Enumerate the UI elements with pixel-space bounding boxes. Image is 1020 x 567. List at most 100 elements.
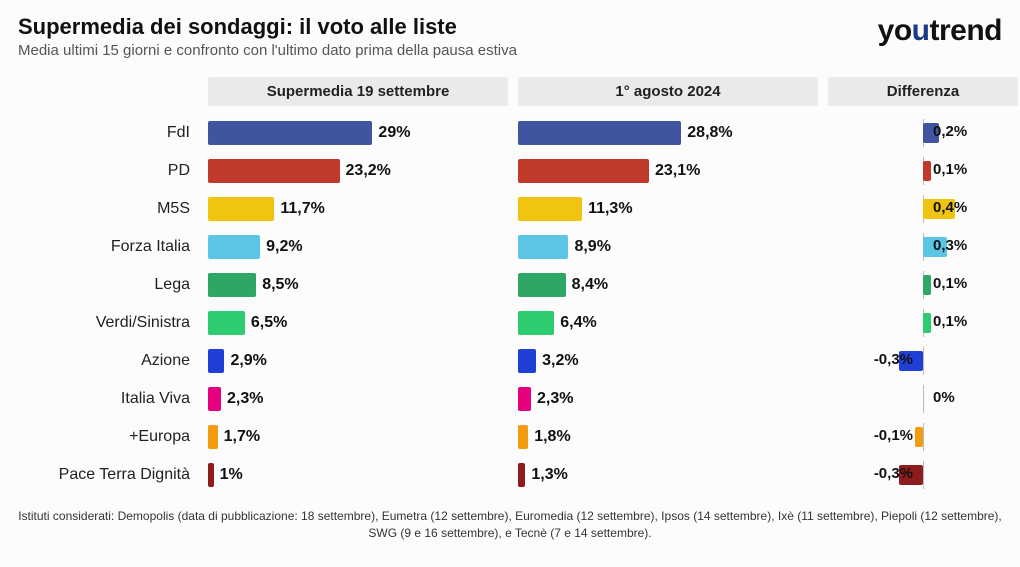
bar-value: 23,2%	[346, 162, 391, 180]
diff-cell: -0,3%	[828, 463, 1018, 487]
diff-value: 0,3%	[933, 237, 967, 254]
diff-cell: 0,2%	[828, 121, 1018, 145]
party-label: PD	[18, 162, 198, 180]
logo-part-a: yo	[878, 14, 912, 47]
bar-value: 2,9%	[230, 352, 266, 370]
bar-cell-previous: 28,8%	[518, 114, 818, 152]
column-header-2: 1° agosto 2024	[518, 77, 818, 106]
bar-cell-current: 29%	[208, 114, 508, 152]
bar	[208, 349, 224, 373]
bar-value: 11,7%	[280, 200, 324, 218]
bar	[518, 311, 554, 335]
chart-row: Pace Terra Dignità1%1,3%-0,3%	[18, 456, 1002, 494]
diff-cell: 0,3%	[828, 235, 1018, 259]
party-label: Forza Italia	[18, 238, 198, 256]
chart-row: Verdi/Sinistra6,5%6,4%0,1%	[18, 304, 1002, 342]
bar-cell-previous: 1,3%	[518, 456, 818, 494]
bar	[518, 463, 525, 487]
bar-cell-previous: 23,1%	[518, 152, 818, 190]
bar-value: 9,2%	[266, 238, 302, 256]
bar	[518, 349, 536, 373]
diff-cell: 0,1%	[828, 311, 1018, 335]
bar-cell-previous: 2,3%	[518, 380, 818, 418]
diff-bar	[923, 313, 931, 333]
diff-cell: -0,3%	[828, 349, 1018, 373]
bar	[518, 121, 681, 145]
diff-axis	[923, 385, 924, 413]
bar-cell-previous: 1,8%	[518, 418, 818, 456]
bar	[518, 235, 568, 259]
bar-value: 29%	[378, 124, 410, 142]
bar-cell-previous: 8,4%	[518, 266, 818, 304]
diff-axis	[923, 423, 924, 451]
diff-cell: 0,1%	[828, 273, 1018, 297]
logo-part-c: trend	[930, 14, 1003, 47]
page-title: Supermedia dei sondaggi: il voto alle li…	[18, 14, 878, 40]
diff-value: 0,1%	[933, 275, 967, 292]
bar-value: 8,4%	[572, 276, 608, 294]
chart-row: Azione2,9%3,2%-0,3%	[18, 342, 1002, 380]
bar-value: 1,7%	[224, 428, 260, 446]
bar-cell-previous: 11,3%	[518, 190, 818, 228]
diff-bar	[923, 161, 931, 181]
logo-part-b: u	[912, 14, 930, 47]
party-label: Italia Viva	[18, 390, 198, 408]
bar-cell-current: 9,2%	[208, 228, 508, 266]
bar-cell-previous: 8,9%	[518, 228, 818, 266]
bar-cell-current: 1,7%	[208, 418, 508, 456]
diff-cell: 0,4%	[828, 197, 1018, 221]
party-label: FdI	[18, 124, 198, 142]
bar	[208, 311, 245, 335]
diff-bar	[923, 275, 931, 295]
chart-row: M5S 11,7% 11,3% 0,4%	[18, 190, 1002, 228]
bar	[518, 387, 531, 411]
bar	[518, 425, 528, 449]
diff-value: 0%	[933, 389, 955, 406]
chart-row: PD 23,2% 23,1% 0,1%	[18, 152, 1002, 190]
diff-value: 0,4%	[933, 199, 967, 216]
header: Supermedia dei sondaggi: il voto alle li…	[18, 14, 1002, 59]
diff-value: 0,2%	[933, 123, 967, 140]
party-label: M5S	[18, 200, 198, 218]
bar	[518, 159, 649, 183]
diff-cell: 0%	[828, 387, 1018, 411]
bar	[518, 197, 582, 221]
bar-cell-current: 23,2%	[208, 152, 508, 190]
bar-value: 11,3%	[588, 200, 632, 218]
bar-cell-current: 2,3%	[208, 380, 508, 418]
diff-cell: -0,1%	[828, 425, 1018, 449]
bar	[208, 387, 221, 411]
diff-cell: 0,1%	[828, 159, 1018, 183]
bar-value: 28,8%	[687, 124, 732, 142]
bar-value: 3,2%	[542, 352, 578, 370]
bar-value: 1%	[220, 466, 243, 484]
column-header-3: Differenza	[828, 77, 1018, 106]
chart-rows: FdI 29% 28,8% 0,2% PD 23,2% 23,1% 0,1% M5S 11,7% 1…	[18, 114, 1002, 494]
party-label: Verdi/Sinistra	[18, 314, 198, 332]
bar	[208, 273, 256, 297]
chart-row: Italia Viva 2,3% 2,3% 0%	[18, 380, 1002, 418]
column-headers: Supermedia 19 settembre 1° agosto 2024 D…	[18, 77, 1002, 106]
chart-row: +Europa1,7%1,8%-0,1%	[18, 418, 1002, 456]
bar	[208, 463, 214, 487]
bar-cell-previous: 6,4%	[518, 304, 818, 342]
bar-cell-current: 8,5%	[208, 266, 508, 304]
bar-value: 6,4%	[560, 314, 596, 332]
chart-row: Forza Italia 9,2% 8,9% 0,3%	[18, 228, 1002, 266]
page-subtitle: Media ultimi 15 giorni e confronto con l…	[18, 42, 878, 59]
bar-value: 8,5%	[262, 276, 298, 294]
bar-value: 23,1%	[655, 162, 700, 180]
bar	[208, 197, 274, 221]
bar	[208, 121, 372, 145]
bar-value: 1,3%	[531, 466, 567, 484]
bar	[208, 159, 340, 183]
diff-axis	[923, 347, 924, 375]
bar-cell-current: 1%	[208, 456, 508, 494]
diff-value: -0,1%	[874, 427, 913, 444]
diff-axis	[923, 461, 924, 489]
diff-value: 0,1%	[933, 161, 967, 178]
party-label: Lega	[18, 276, 198, 294]
bar-value: 2,3%	[537, 390, 573, 408]
bar-value: 6,5%	[251, 314, 287, 332]
chart-row: FdI 29% 28,8% 0,2%	[18, 114, 1002, 152]
